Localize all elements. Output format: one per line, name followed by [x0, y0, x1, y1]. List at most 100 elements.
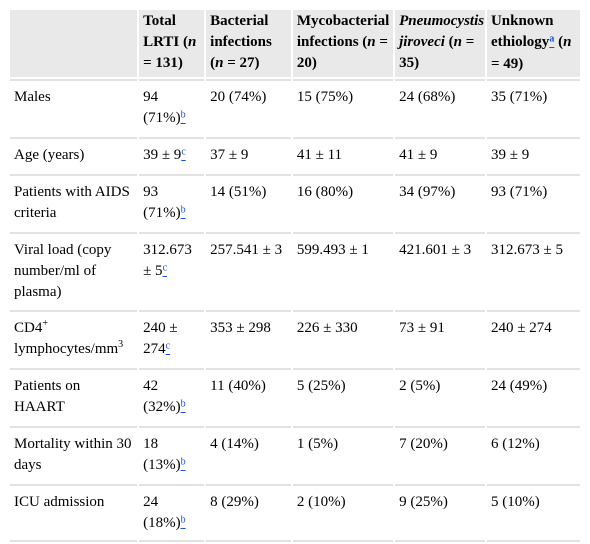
- table-row: Viral load (copy number/ml of plasma) 312…: [10, 232, 580, 308]
- row-label-cell: Males: [10, 79, 138, 135]
- table-cell: 240 ± 274: [486, 310, 580, 366]
- cell-text: n: [187, 34, 197, 50]
- header-row: Total LRTI (n = 131) Bacterial infection…: [10, 10, 580, 77]
- cell-text: = 131): [143, 55, 183, 71]
- cell-text: 421.601 ± 3: [399, 242, 472, 258]
- cell-text: CD4: [14, 320, 43, 336]
- footnote-link-c[interactable]: c: [166, 341, 170, 356]
- cell-text: 24 (68%): [399, 89, 456, 105]
- footnote-link-b[interactable]: b: [181, 205, 186, 220]
- table-cell: 226 ± 330: [292, 310, 394, 366]
- table-cell: 73 ± 91: [395, 310, 485, 366]
- cell-text: 24 (49%): [490, 378, 548, 394]
- cell-text: 1 (5%): [296, 436, 339, 452]
- footnote-link-c[interactable]: c: [181, 147, 185, 162]
- footnote-marker: b: [180, 398, 186, 410]
- cell-text: = 27): [223, 55, 260, 71]
- table-cell: 240 ± 274c: [139, 310, 205, 366]
- table-row: ICU admission 24 (18%)b 8 (29%) 2 (10%) 9 (2…: [10, 484, 580, 542]
- cell-text: Patients with AIDS criteria: [14, 184, 130, 221]
- table-cell: 6 (12%): [486, 426, 580, 482]
- header-cell-total-lrti: Total LRTI (n = 131): [139, 10, 205, 77]
- table-cell: 2 (10%): [292, 484, 394, 542]
- footnote-marker: b: [180, 514, 186, 526]
- cell-text: 5 (10%): [490, 494, 540, 510]
- cell-text: (: [554, 34, 564, 50]
- header-cell-unknown: Unknown ethiologya (n = 49): [486, 10, 580, 77]
- table-row: Patients on HAART 42 (32%)b 11 (40%) 5 (25%…: [10, 368, 580, 424]
- cell-text: 226 ± 330: [296, 320, 358, 336]
- footnote-link-b[interactable]: b: [181, 515, 186, 530]
- table-cell: 5 (25%): [292, 368, 394, 424]
- cell-text: 94 (71%): [143, 89, 181, 126]
- table-cell: 8 (29%): [206, 484, 291, 542]
- table-cell: 37 ± 9: [206, 137, 291, 172]
- table-cell: 15 (75%): [292, 79, 394, 135]
- footnote-marker: c: [162, 262, 168, 274]
- cell-text: 9 (25%): [399, 494, 448, 510]
- cell-text: 7 (20%): [399, 436, 448, 452]
- table-cell: 42 (32%)b: [139, 368, 205, 424]
- table-cell: 257.541 ± 3: [206, 232, 291, 308]
- cell-text: 4 (14%): [210, 436, 259, 452]
- cell-text: n: [215, 55, 224, 71]
- cell-text: 20 (74%): [210, 89, 267, 105]
- table-cell: 1 (5%): [292, 426, 394, 482]
- table-cell: 16 (80%): [292, 174, 394, 230]
- cell-text: = 35): [399, 34, 475, 71]
- header-cell-mycobacterial: Mycobacterial infections (n = 20): [292, 10, 394, 77]
- header-cell-empty: [10, 10, 138, 77]
- cell-text: Total LRTI (: [143, 13, 188, 50]
- cell-text: 93 (71%): [490, 184, 548, 200]
- cell-text: Viral load (copy number/ml of plasma): [14, 242, 112, 300]
- cell-text: 5 (25%): [296, 378, 346, 394]
- table-cell: 24 (49%): [486, 368, 580, 424]
- cell-text: 599.493 ± 1: [296, 242, 369, 258]
- table-cell: 5 (10%): [486, 484, 580, 542]
- row-label-cell: Age (years): [10, 137, 138, 172]
- row-label-cell: Patients on HAART: [10, 368, 138, 424]
- cell-text: Mycobacterial infections (: [296, 13, 390, 50]
- cell-text: = 20): [296, 34, 388, 71]
- footnote-marker: c: [181, 146, 186, 158]
- table-cell: 35 (71%): [486, 79, 580, 135]
- cell-text: 24 (18%): [143, 494, 181, 531]
- cell-text: 257.541 ± 3: [210, 242, 283, 258]
- superscript: 3: [118, 339, 124, 350]
- cell-text: 8 (29%): [210, 494, 259, 510]
- table-row: Males 94 (71%)b 20 (74%) 15 (75%) 24 (68%) 35…: [10, 79, 580, 135]
- cell-text: 240 ± 274: [143, 320, 178, 357]
- cell-text: n: [563, 34, 572, 50]
- footnote-link-b[interactable]: b: [181, 399, 186, 414]
- cell-text: 312.673 ± 5: [143, 242, 192, 279]
- table-cell: 93 (71%)b: [139, 174, 205, 230]
- cell-text: 39 ± 9: [143, 147, 182, 163]
- table-cell: 24 (68%): [395, 79, 485, 135]
- cell-text: Mortality within 30 days: [14, 436, 132, 473]
- footnote-link-b[interactable]: b: [181, 457, 186, 472]
- footnote-marker: a: [549, 33, 555, 45]
- table-row: Patients with AIDS criteria 93 (71%)b 14 (…: [10, 174, 580, 230]
- footnote-marker: c: [165, 340, 171, 352]
- footnote-link-b[interactable]: b: [181, 110, 186, 125]
- row-label-cell: Mortality within 30 days: [10, 426, 138, 482]
- table-cell: 7 (20%): [395, 426, 485, 482]
- cell-text: 2 (10%): [296, 494, 346, 510]
- table-row: Mortality within 30 days 18 (13%)b 4 (14%)…: [10, 426, 580, 482]
- table-row: CD4+ lymphocytes/mm3 240 ± 274c 353 ± 298 2…: [10, 310, 580, 366]
- cell-text: Age (years): [14, 147, 85, 163]
- cell-text: 16 (80%): [296, 184, 354, 200]
- footnote-link-a[interactable]: a: [549, 34, 554, 49]
- table-cell: 41 ± 9: [395, 137, 485, 172]
- table-cell: 599.493 ± 1: [292, 232, 394, 308]
- row-label-cell: Viral load (copy number/ml of plasma): [10, 232, 138, 308]
- header-cell-pneumocystis: Pneumocystis jiroveci (n = 35): [395, 10, 485, 77]
- cell-text: 11 (40%): [210, 378, 266, 394]
- footnote-marker: b: [180, 109, 186, 121]
- footnote-link-c[interactable]: c: [163, 263, 167, 278]
- cell-text: 37 ± 9: [210, 147, 249, 163]
- cell-text: Bacterial infections (: [210, 13, 272, 71]
- table-cell: 39 ± 9c: [139, 137, 205, 172]
- cell-text: n: [367, 34, 376, 50]
- superscript: +: [42, 318, 48, 329]
